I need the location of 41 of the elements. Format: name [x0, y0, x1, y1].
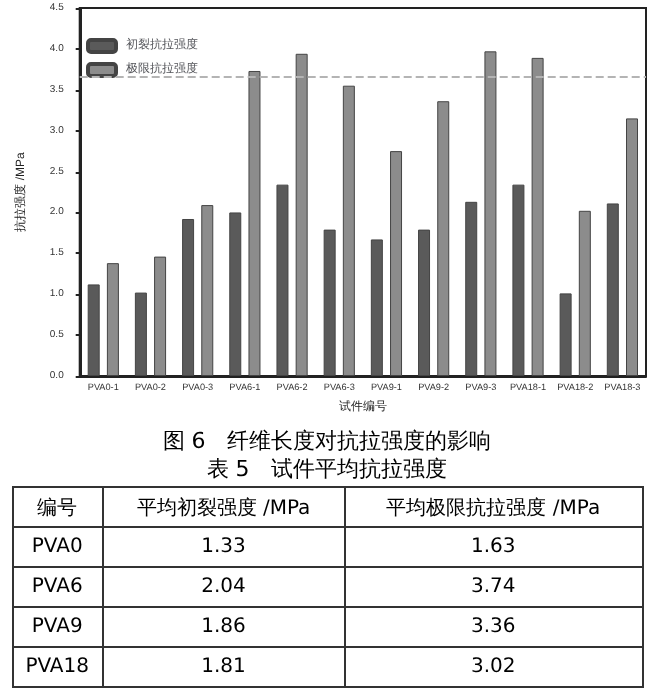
bar	[531, 57, 544, 376]
bar	[229, 212, 242, 376]
text: PVA18	[12, 647, 103, 687]
bar	[465, 201, 478, 376]
text: 平均初裂强度 /MPa	[102, 487, 345, 527]
bar	[418, 229, 431, 376]
bar	[276, 184, 289, 376]
text: 编号	[12, 487, 103, 527]
bar	[323, 229, 336, 376]
text: 1.63	[344, 527, 642, 567]
bar	[578, 210, 591, 376]
bar	[512, 184, 525, 376]
text: 1.86	[102, 607, 345, 647]
text: 表 5 试件平均抗拉强度	[204, 456, 450, 482]
text: PVA9	[12, 607, 103, 647]
bar	[248, 70, 261, 376]
bar	[484, 51, 497, 376]
text: 1.33	[102, 527, 345, 567]
text: 1.81	[102, 647, 345, 687]
bar	[106, 263, 119, 376]
bar	[182, 218, 195, 376]
bar	[87, 284, 100, 376]
text: PVA0	[12, 527, 103, 567]
bar	[626, 118, 638, 376]
bar	[390, 151, 403, 376]
bar	[437, 101, 450, 376]
bar	[295, 53, 308, 376]
bar	[201, 205, 214, 376]
bar	[342, 85, 355, 376]
text: 2.04	[102, 567, 345, 607]
bar	[154, 256, 167, 376]
text: PVA6	[12, 567, 103, 607]
text: 图 6 纤维长度对抗拉强度的影响	[160, 428, 494, 454]
bar	[606, 203, 619, 376]
text: 3.74	[344, 567, 642, 607]
text: 3.36	[344, 607, 642, 647]
bar	[134, 292, 147, 376]
bar	[559, 293, 572, 376]
text: 3.02	[344, 647, 642, 687]
bar	[370, 239, 383, 376]
text: 平均极限抗拉强度 /MPa	[344, 487, 642, 527]
